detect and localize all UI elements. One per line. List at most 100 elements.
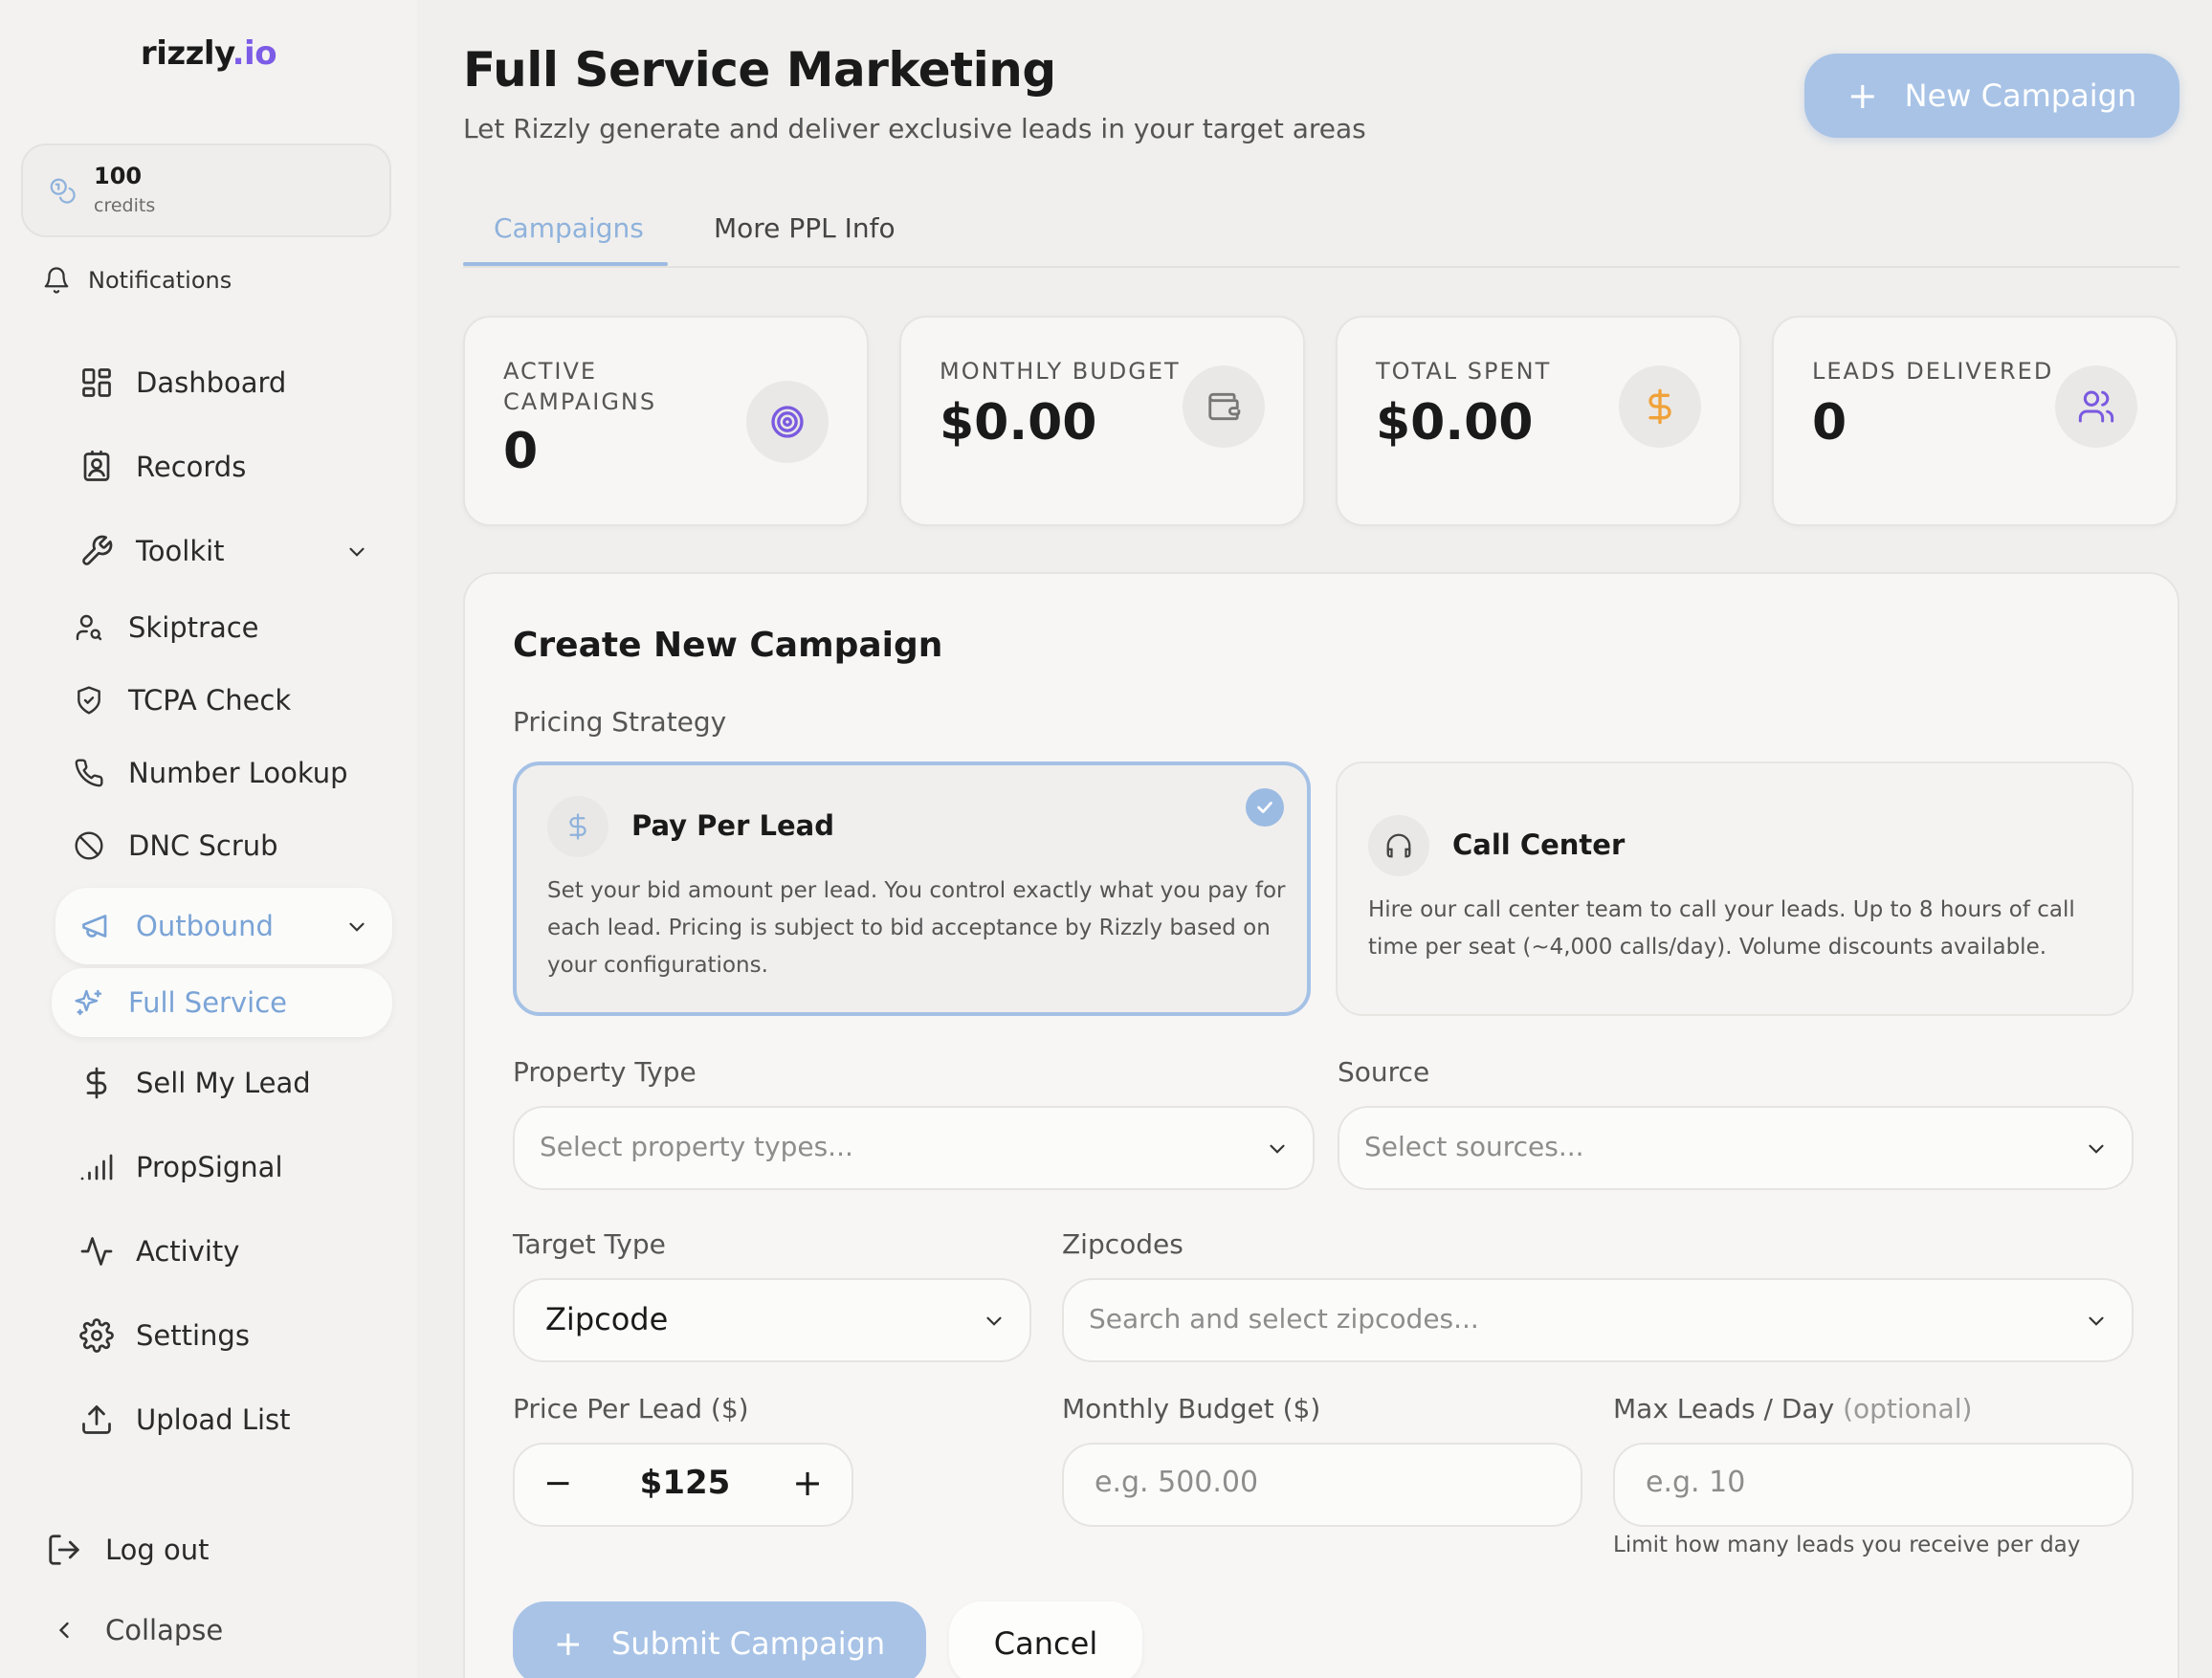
sidebar-item-label: Number Lookup xyxy=(128,757,348,789)
shield-check-icon xyxy=(67,685,111,716)
sidebar-item-outbound[interactable]: Outbound xyxy=(75,897,369,955)
tab-campaigns[interactable]: Campaigns xyxy=(494,212,644,244)
new-campaign-label: New Campaign xyxy=(1904,77,2137,114)
collapse-button[interactable]: Collapse xyxy=(42,1601,223,1659)
page-subtitle: Let Rizzly generate and deliver exclusiv… xyxy=(463,113,1366,144)
target-icon xyxy=(746,381,829,463)
sidebar-item-full-service[interactable]: Full Service xyxy=(67,974,287,1031)
sidebar-item-dashboard[interactable]: Dashboard xyxy=(75,354,286,411)
logout-label: Log out xyxy=(105,1534,210,1566)
cancel-button[interactable]: Cancel xyxy=(949,1601,1142,1678)
notifications-label: Notifications xyxy=(88,267,232,294)
chevron-down-icon xyxy=(2089,1144,2104,1154)
stat-card-total-spent: TOTAL SPENT $0.00 xyxy=(1336,316,1741,526)
new-campaign-button[interactable]: + New Campaign xyxy=(1804,54,2179,138)
sidebar-item-upload-list[interactable]: Upload List xyxy=(75,1391,291,1448)
user-search-icon xyxy=(67,612,111,643)
logo-accent-text: .io xyxy=(232,34,277,73)
submit-campaign-label: Submit Campaign xyxy=(610,1625,886,1662)
stat-value: 0 xyxy=(503,423,539,480)
activity-icon xyxy=(75,1234,119,1269)
megaphone-icon xyxy=(75,909,119,943)
grid-icon xyxy=(75,365,119,400)
source-select[interactable]: Select sources... xyxy=(1338,1106,2134,1190)
plus-icon: + xyxy=(553,1623,583,1664)
check-icon xyxy=(1246,788,1284,827)
sidebar-item-skiptrace[interactable]: Skiptrace xyxy=(67,599,259,656)
active-tab-indicator xyxy=(463,262,668,266)
strategy-title: Pay Per Lead xyxy=(631,809,834,842)
tab-bar: Campaigns More PPL Info xyxy=(463,201,2179,268)
logout-button[interactable]: Log out xyxy=(42,1521,210,1579)
target-type-select[interactable]: Zipcode xyxy=(513,1278,1031,1362)
sidebar-item-toolkit[interactable]: Toolkit xyxy=(75,522,369,580)
bell-icon xyxy=(44,267,69,294)
notifications-link[interactable]: Notifications xyxy=(42,266,232,295)
sidebar-item-label: TCPA Check xyxy=(128,684,292,717)
monthly-budget-input[interactable]: e.g. 500.00 xyxy=(1062,1443,1582,1527)
sidebar-item-label: Sell My Lead xyxy=(136,1067,311,1099)
sidebar-item-label: Dashboard xyxy=(136,366,287,399)
credits-card[interactable]: 100 credits xyxy=(21,144,391,237)
sidebar-item-label: Upload List xyxy=(136,1403,291,1436)
sidebar-item-label: Settings xyxy=(136,1319,250,1352)
stat-value: 0 xyxy=(1812,394,1847,452)
zipcodes-select[interactable]: Search and select zipcodes... xyxy=(1062,1278,2134,1362)
sidebar-item-tcpa-check[interactable]: TCPA Check xyxy=(67,672,291,729)
sidebar: rizzly.io 100 credits Notifications Dash… xyxy=(0,0,417,1678)
collapse-label: Collapse xyxy=(105,1614,224,1646)
dollar-icon xyxy=(1619,365,1701,448)
sidebar-item-settings[interactable]: Settings xyxy=(75,1307,250,1364)
page-title: Full Service Marketing xyxy=(463,42,1056,98)
coins-icon xyxy=(48,176,77,205)
cancel-label: Cancel xyxy=(993,1625,1098,1662)
stat-value: $0.00 xyxy=(1376,394,1534,452)
pricing-option-call-center[interactable]: Call Center Hire our call center team to… xyxy=(1336,762,2134,1016)
source-label: Source xyxy=(1338,1056,1430,1088)
target-type-label: Target Type xyxy=(513,1228,666,1260)
sidebar-item-dnc-scrub[interactable]: DNC Scrub xyxy=(67,817,278,874)
dollar-icon xyxy=(547,796,608,857)
sparkles-icon xyxy=(67,987,111,1018)
strategy-description: Set your bid amount per lead. You contro… xyxy=(547,878,1286,978)
chevron-down-icon xyxy=(2089,1316,2104,1326)
pricing-option-pay-per-lead[interactable]: Pay Per Lead Set your bid amount per lea… xyxy=(513,762,1311,1016)
chevron-down-icon xyxy=(349,922,365,932)
max-leads-placeholder: e.g. 10 xyxy=(1646,1466,1746,1499)
dollar-icon xyxy=(75,1066,119,1100)
create-campaign-card: Create New Campaign Pricing Strategy Pay… xyxy=(463,572,2179,1678)
sidebar-item-label: Records xyxy=(136,451,247,483)
sidebar-item-activity[interactable]: Activity xyxy=(75,1223,239,1280)
sidebar-item-label: Activity xyxy=(136,1235,240,1268)
wallet-icon xyxy=(1183,365,1265,448)
sidebar-item-propsignal[interactable]: PropSignal xyxy=(75,1138,283,1196)
tab-more-ppl-info[interactable]: More PPL Info xyxy=(714,212,896,244)
sidebar-item-label: PropSignal xyxy=(136,1151,283,1183)
max-leads-input[interactable]: e.g. 10 xyxy=(1613,1443,2134,1527)
plus-icon: + xyxy=(1847,75,1878,117)
property-type-select[interactable]: Select property types... xyxy=(513,1106,1315,1190)
zipcodes-placeholder: Search and select zipcodes... xyxy=(1089,1303,1479,1335)
logo[interactable]: rizzly.io xyxy=(0,34,417,73)
form-title: Create New Campaign xyxy=(513,626,943,665)
stat-label: ACTIVE CAMPAIGNS xyxy=(503,358,657,415)
logo-text: rizzly xyxy=(140,34,232,73)
credits-amount: 100 xyxy=(94,163,143,189)
sidebar-item-label: DNC Scrub xyxy=(128,829,278,862)
full-service-highlight xyxy=(52,968,392,1037)
submit-campaign-button[interactable]: + Submit Campaign xyxy=(513,1601,926,1678)
chevron-down-icon xyxy=(986,1316,1002,1326)
sidebar-item-number-lookup[interactable]: Number Lookup xyxy=(67,744,348,802)
price-per-lead-value: $125 xyxy=(639,1464,731,1502)
decrement-button[interactable]: − xyxy=(543,1464,573,1503)
monthly-budget-placeholder: e.g. 500.00 xyxy=(1095,1466,1259,1499)
credits-label: credits xyxy=(94,195,156,216)
max-leads-label: Max Leads / Day (optional) xyxy=(1613,1393,1972,1424)
target-type-value: Zipcode xyxy=(545,1301,669,1337)
sidebar-item-records[interactable]: Records xyxy=(75,438,246,496)
increment-button[interactable]: + xyxy=(792,1462,823,1504)
pricing-strategy-label: Pricing Strategy xyxy=(513,706,727,738)
stat-label: MONTHLY BUDGET xyxy=(940,358,1181,385)
sidebar-item-label: Skiptrace xyxy=(128,611,259,644)
sidebar-item-sell-my-lead[interactable]: Sell My Lead xyxy=(75,1054,311,1112)
